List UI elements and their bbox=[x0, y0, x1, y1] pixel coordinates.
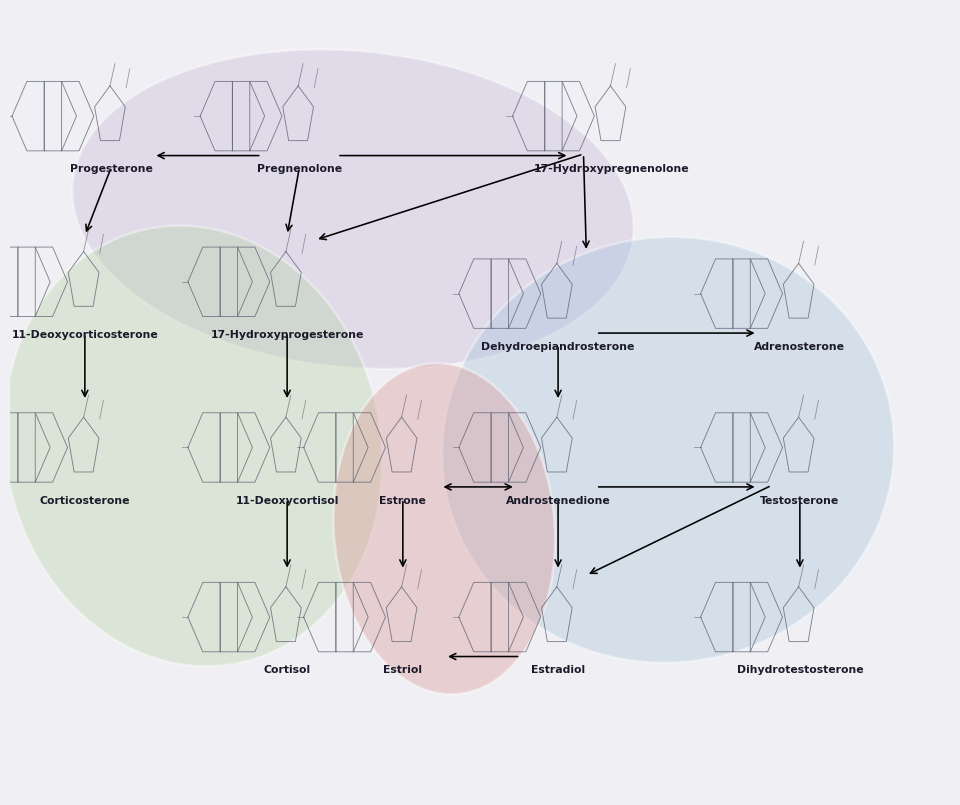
Ellipse shape bbox=[72, 50, 634, 369]
Text: Progesterone: Progesterone bbox=[70, 164, 153, 174]
Ellipse shape bbox=[333, 363, 555, 694]
Text: Dihydrotestosterone: Dihydrotestosterone bbox=[736, 665, 863, 675]
Ellipse shape bbox=[4, 225, 382, 667]
Text: Estrone: Estrone bbox=[379, 496, 426, 506]
Text: 11-Deoxycorticosterone: 11-Deoxycorticosterone bbox=[12, 330, 158, 340]
Text: 17-Hydroxypregnenolone: 17-Hydroxypregnenolone bbox=[534, 164, 689, 174]
Text: Estradiol: Estradiol bbox=[531, 665, 586, 675]
Text: Adrenosterone: Adrenosterone bbox=[755, 342, 846, 352]
Text: Androstenedione: Androstenedione bbox=[506, 496, 611, 506]
Text: Testosterone: Testosterone bbox=[760, 496, 839, 506]
Text: Estriol: Estriol bbox=[383, 665, 422, 675]
Text: Corticosterone: Corticosterone bbox=[39, 496, 131, 506]
Ellipse shape bbox=[443, 237, 894, 663]
Text: Cortisol: Cortisol bbox=[264, 665, 311, 675]
Text: 11-Deoxycortisol: 11-Deoxycortisol bbox=[235, 496, 339, 506]
Text: Pregnenolone: Pregnenolone bbox=[257, 164, 342, 174]
Text: Dehydroepiandrosterone: Dehydroepiandrosterone bbox=[481, 342, 635, 352]
Text: 17-Hydroxyprogesterone: 17-Hydroxyprogesterone bbox=[210, 330, 364, 340]
